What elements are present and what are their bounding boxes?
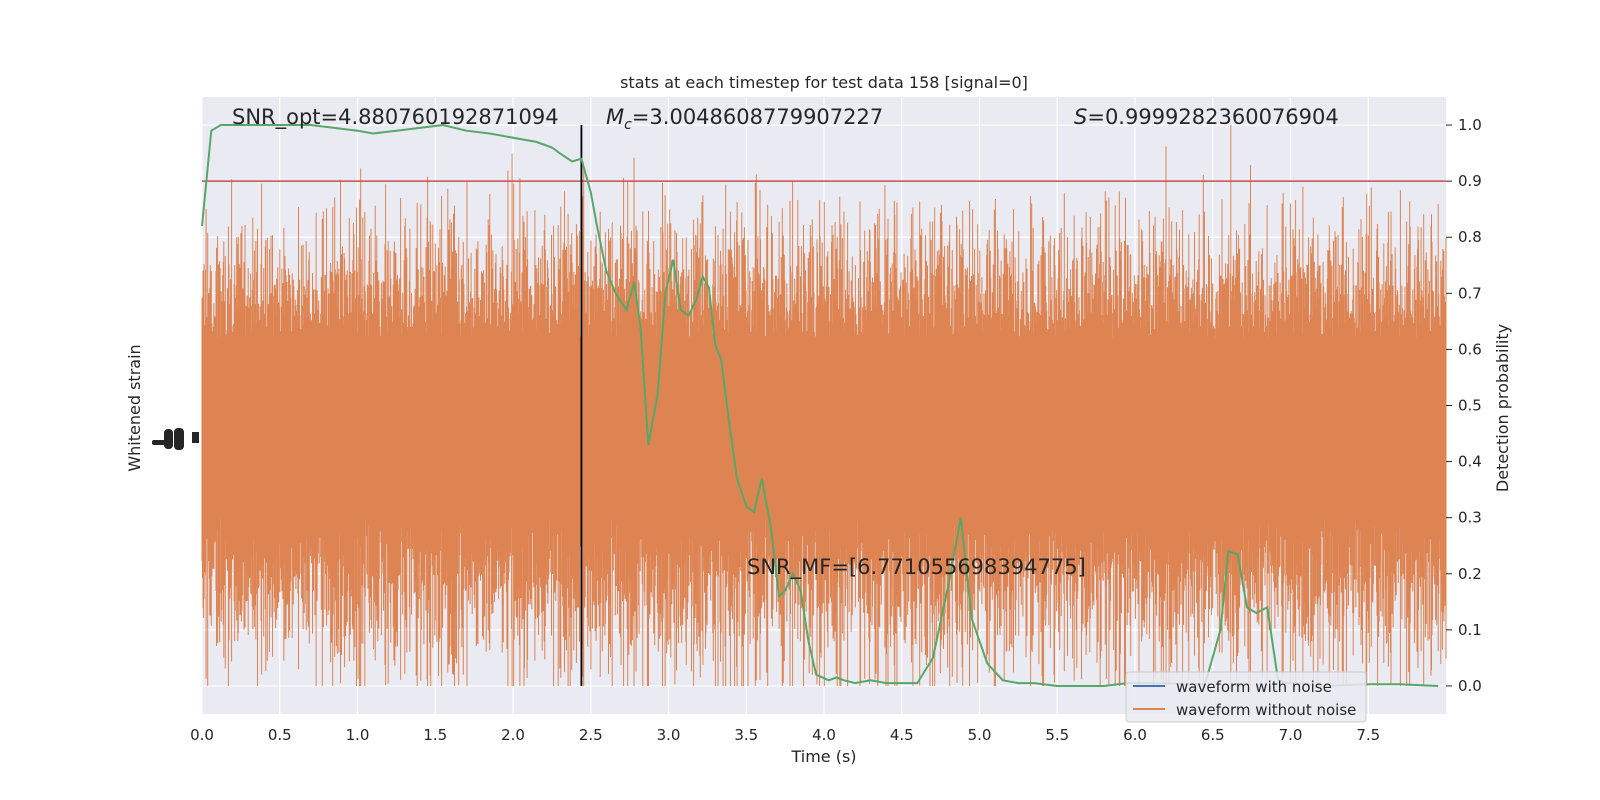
legend-label-with-noise: waveform with noise [1176,678,1332,696]
chirp-mass-symbol: M [606,105,624,129]
x-tick-label: 3.0 [657,726,681,744]
axes: 0.0 0.5 1.0 1.5 2.0 2.5 3.0 3.5 4.0 4.5 5.0 5.5 6.0 6… [190,116,1482,744]
statistic-value: =0.9999282360076904 [1087,105,1338,129]
x-tick-label: 1.5 [423,726,447,744]
chirp-mass-value: =3.0048608779907227 [632,105,883,129]
x-tick-label: 2.0 [501,726,525,744]
x-tick-label: 7.5 [1356,726,1380,744]
y-tick-label-right: 0.9 [1458,172,1482,190]
x-tick-label: 4.5 [890,726,914,744]
x-tick-label: 5.5 [1045,726,1069,744]
y-tick-label-right: 0.3 [1458,509,1482,527]
y-tick-label-right: 0.0 [1458,677,1482,695]
left-axis-tick-blobs [152,428,199,450]
annotation-snr-opt: SNR_opt=4.880760192871094 [232,105,559,130]
y-tick-label-right: 0.6 [1458,340,1482,358]
legend-box [1125,671,1367,723]
chirp-mass-subscript: c [624,117,632,133]
y-tick-label-right: 0.7 [1458,284,1482,302]
y-tick-label-right: 0.1 [1458,621,1482,639]
x-tick-label: 4.0 [812,726,836,744]
x-tick-label: 6.5 [1201,726,1225,744]
strain-trace [201,125,1447,686]
x-tick-label: 7.0 [1279,726,1303,744]
x-tick-label: 0.0 [190,726,214,744]
waveform-without-noise [201,125,1447,686]
chart-title: stats at each timestep for test data 158… [620,73,1028,92]
x-tick-label: 3.5 [734,726,758,744]
y-tick-label-right: 0.4 [1458,453,1482,471]
x-tick-label: 2.5 [579,726,603,744]
y-axis-label-left: Whitened strain [125,344,144,471]
x-axis-label: Time (s) [790,747,856,766]
x-tick-label: 5.0 [968,726,992,744]
legend-label-without-noise: waveform without noise [1176,701,1356,719]
annotation-snr-mf: SNR_MF=[6.771055698394775] [747,555,1086,580]
x-tick-label: 1.0 [346,726,370,744]
y-tick-label-right: 0.5 [1458,397,1482,415]
statistic-symbol: S [1074,105,1087,129]
x-tick-label: 0.5 [268,726,292,744]
x-tick-label: 6.0 [1123,726,1147,744]
y-axis-label-right: Detection probability [1493,324,1512,492]
legend: waveform with noise waveform without noi… [1125,671,1367,723]
annotation-chirp-mass: Mc=3.0048608779907227 [606,105,883,133]
y-tick-label-right: 0.8 [1458,228,1482,246]
y-tick-label-right: 0.2 [1458,565,1482,583]
annotation-statistic: S=0.9999282360076904 [1074,105,1339,129]
y-tick-label-right: 1.0 [1458,116,1482,134]
